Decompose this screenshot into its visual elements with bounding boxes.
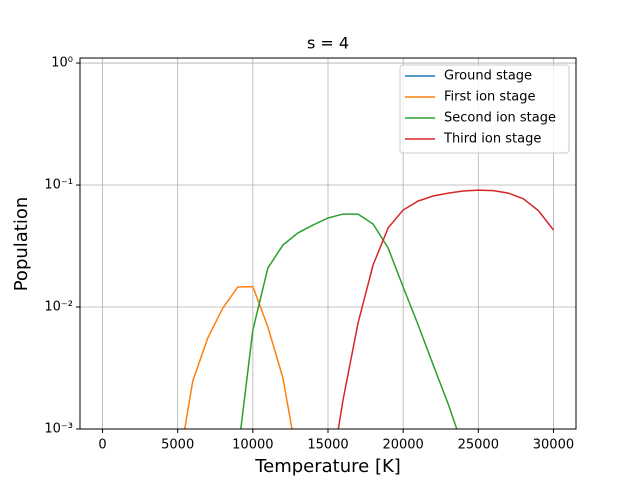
ticks: 0 5000 10000 15000 20000 25000 30000 10⁻³ 10⁻² 10… bbox=[44, 56, 574, 453]
x-tick-label: 15000 bbox=[307, 438, 348, 453]
legend-label: Second ion stage bbox=[444, 111, 556, 126]
y-tick-label: 10⁻¹ bbox=[44, 178, 73, 193]
y-axis-label: Population bbox=[11, 197, 32, 292]
x-axis-label: Temperature [K] bbox=[254, 456, 401, 477]
series-line bbox=[337, 189, 555, 429]
series-line bbox=[183, 285, 293, 429]
legend-label: First ion stage bbox=[444, 90, 536, 105]
chart-title: s = 4 bbox=[307, 34, 349, 53]
x-tick-label: 0 bbox=[98, 438, 106, 453]
legend-box bbox=[399, 64, 570, 154]
legend-label: Ground stage bbox=[444, 69, 532, 84]
y-tick-label: 10⁻³ bbox=[44, 422, 73, 437]
x-tick-label: 20000 bbox=[382, 438, 423, 453]
legend: Ground stage First ion stage Second ion st… bbox=[399, 64, 570, 154]
plot-area bbox=[183, 189, 555, 429]
y-tick-label: 10⁰ bbox=[51, 56, 73, 71]
y-tick-label: 10⁻² bbox=[44, 300, 73, 315]
series-line bbox=[240, 213, 458, 429]
x-tick-label: 30000 bbox=[533, 438, 574, 453]
legend-label: Third ion stage bbox=[443, 132, 541, 147]
x-tick-label: 25000 bbox=[458, 438, 499, 453]
x-tick-label: 10000 bbox=[232, 438, 273, 453]
x-tick-label: 5000 bbox=[161, 438, 194, 453]
